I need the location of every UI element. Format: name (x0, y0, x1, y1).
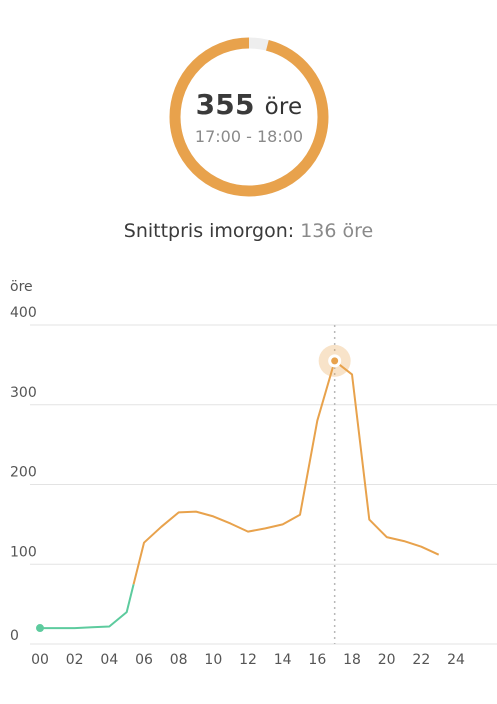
x-tick-label: 22 (412, 652, 430, 668)
average-price-label: Snittpris imorgon: (123, 220, 295, 242)
gauge-ring (169, 37, 329, 197)
y-tick-label: 300 (10, 385, 37, 401)
x-tick-label: 18 (343, 652, 361, 668)
x-tick-label: 24 (447, 652, 465, 668)
y-tick-label: 0 (10, 628, 19, 644)
gauge-fill (169, 37, 329, 197)
price-chart[interactable]: öre 0 100 200 300 400 00 02 04 06 08 10 12 14 16 18 20 22… (0, 270, 497, 700)
x-tick-label: 04 (100, 652, 118, 668)
price-chart-svg[interactable]: öre 0 100 200 300 400 00 02 04 06 08 10 12 14 16 18 20 22… (0, 270, 497, 700)
series-start-point (36, 624, 44, 633)
series-line-normal (132, 359, 440, 585)
x-tick-label: 20 (378, 652, 396, 668)
x-tick-label: 00 (31, 652, 49, 668)
average-price-value: 136 öre (300, 220, 374, 242)
x-tick-label: 02 (66, 652, 84, 668)
x-tick-label: 10 (204, 652, 222, 668)
average-price: Snittpris imorgon: 136 öre (0, 220, 497, 242)
current-price: 355 öre (168, 88, 330, 121)
x-tick-label: 16 (308, 652, 326, 668)
current-time-range: 17:00 - 18:00 (194, 127, 304, 146)
y-tick-label: 200 (10, 465, 37, 481)
x-tick-label: 06 (135, 652, 153, 668)
x-tick-label: 08 (170, 652, 188, 668)
y-tick-label: 400 (10, 305, 37, 321)
price-gauge: 355 öre 17:00 - 18:00 (168, 36, 330, 198)
series-line-cheap (40, 583, 135, 630)
x-tick-label: 14 (274, 652, 292, 668)
current-price-value: 355 (195, 88, 255, 121)
current-price-unit: öre (264, 94, 303, 120)
x-tick-label: 12 (239, 652, 257, 668)
y-axis-unit-label: öre (10, 279, 33, 295)
y-tick-label: 100 (10, 544, 37, 560)
highlight-point (331, 357, 339, 365)
